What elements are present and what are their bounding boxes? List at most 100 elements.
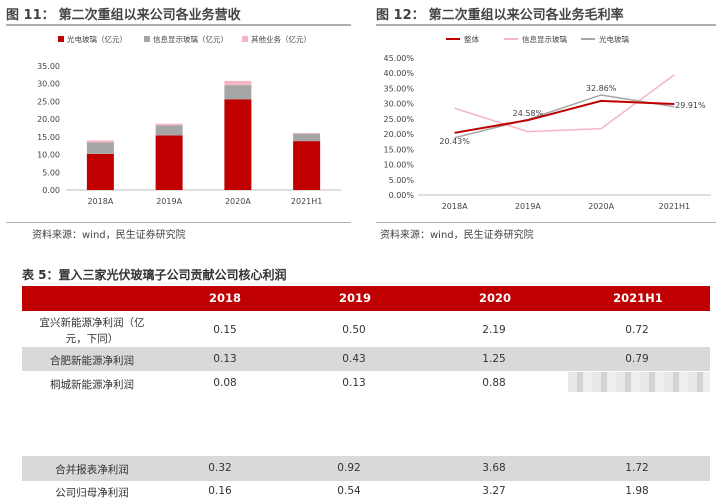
table-cell: 0.88 — [482, 377, 506, 389]
legend-label: 整体 — [464, 34, 479, 44]
figure-11-title: 图 11： 第二次重组以来公司各业务营收 — [6, 2, 351, 24]
revenue-bar-chart: 0.00 5.00 10.00 15.00 20.00 25.00 30.00 35.00 光电… — [37, 34, 341, 206]
table-row-shade — [22, 347, 710, 371]
table-cell: 0.08 — [213, 377, 237, 389]
figure-11-chart: 0.00 5.00 10.00 15.00 20.00 25.00 30.00 35.00 光电… — [6, 28, 351, 223]
table-5-title: 表 5：置入三家光伏玻璃子公司贡献公司核心利润 — [22, 268, 287, 282]
table-cell: 0.13 — [213, 353, 237, 365]
table-row-label-yixing: 宜兴新能源净利润（亿 元，下同） — [32, 315, 152, 347]
table-cell: 0.92 — [337, 462, 361, 474]
y-tick-label: 20.00% — [383, 130, 414, 139]
y-tick-label: 35.00% — [383, 84, 414, 93]
figure-11-rule — [6, 24, 351, 26]
y-tick-label: 25.00% — [383, 115, 414, 124]
y-tick-label: 40.00% — [383, 69, 414, 78]
y-tick-label: 30.00% — [383, 100, 414, 109]
legend-label: 信息显示玻璃（亿元） — [153, 34, 228, 44]
table-row-label-parent: 公司归母净利润 — [55, 487, 129, 499]
table-row-label-consolidated: 合并报表净利润 — [55, 464, 129, 476]
y-tick-label: 0.00 — [42, 186, 60, 195]
table-row-shade — [22, 456, 710, 481]
figure-11-number: 图 11： — [6, 7, 55, 23]
figure-12-title-text: 第二次重组以来公司各业务毛利率 — [428, 7, 624, 23]
y-tick-label: 20.00 — [37, 115, 60, 124]
legend-swatch — [144, 36, 150, 42]
table-header-2021h1: 2021H1 — [613, 291, 663, 305]
table-cell: 1.25 — [482, 353, 506, 365]
figure-11-source: 资料来源：wind，民生证券研究院 — [32, 230, 186, 241]
table-cell: 1.72 — [625, 462, 649, 474]
bar-segment — [86, 153, 114, 190]
table-cell: 0.13 — [342, 377, 366, 389]
figure-12-source: 资料来源：wind，民生证券研究院 — [380, 230, 534, 241]
table-cell: 0.54 — [337, 485, 361, 497]
label-yixing: 宜兴新能源净利润（亿 元，下同） — [39, 317, 145, 345]
figure-12-rule — [376, 24, 716, 26]
legend-label: 光电玻璃 — [599, 34, 629, 44]
x-tick-label: 2021H1 — [291, 197, 322, 206]
data-label: 24.58% — [513, 109, 544, 118]
figure-12-bottom-rule — [376, 222, 716, 223]
y-tick-label: 30.00 — [37, 80, 60, 89]
x-tick-label: 2018A — [442, 202, 468, 211]
x-tick-label: 2019A — [156, 197, 182, 206]
series-line-0 — [454, 99, 675, 134]
bar-segment — [224, 99, 252, 190]
bar-segment — [224, 85, 252, 100]
legend-label: 光电玻璃（亿元） — [67, 34, 127, 44]
bar-segment — [86, 140, 114, 143]
table-row-label-tongcheng: 桐城新能源净利润 — [50, 379, 134, 391]
margin-line-chart: 0.00% 5.00% 10.00% 15.00% 20.00% 25.00% 30.00%… — [383, 34, 711, 211]
figure-11-title-text: 第二次重组以来公司各业务营收 — [58, 7, 241, 23]
table-header-2019: 2019 — [338, 291, 372, 305]
bar-segment — [155, 125, 183, 136]
bar-segment — [155, 123, 183, 126]
bar-segment — [293, 133, 321, 142]
table-cell: 3.27 — [482, 485, 506, 497]
y-tick-label: 45.00% — [383, 54, 414, 63]
table-cell: 1.98 — [625, 485, 649, 497]
legend-label: 信息显示玻璃 — [522, 34, 567, 44]
series-line-2 — [454, 94, 675, 139]
figure-12-title: 图 12： 第二次重组以来公司各业务毛利率 — [376, 2, 716, 24]
table-header-2018: 2018 — [208, 291, 242, 305]
figure-12-chart: 0.00% 5.00% 10.00% 15.00% 20.00% 25.00% 30.00%… — [376, 28, 716, 223]
data-label: 32.86% — [586, 84, 617, 93]
bar-segment — [293, 141, 321, 190]
table-header-2020: 2020 — [478, 291, 512, 305]
data-label: 29.91% — [675, 101, 706, 110]
y-tick-label: 25.00 — [37, 97, 60, 106]
x-tick-label: 2018A — [87, 197, 113, 206]
bar-segment — [155, 135, 183, 190]
table-cell: 0.79 — [625, 353, 649, 365]
table-cell: 2.19 — [482, 324, 506, 336]
y-tick-label: 0.00% — [389, 191, 415, 200]
figure-11-bottom-rule — [6, 222, 351, 223]
table-cell: 0.16 — [208, 485, 232, 497]
y-tick-label: 15.00% — [383, 145, 414, 154]
table-cell: 0.43 — [342, 353, 366, 365]
y-tick-label: 15.00 — [37, 133, 60, 142]
legend-swatch — [242, 36, 248, 42]
bar-segment — [293, 132, 321, 134]
y-tick-label: 35.00 — [37, 62, 60, 71]
legend-swatch — [58, 36, 64, 42]
bar-segment — [86, 142, 114, 154]
x-tick-label: 2021H1 — [659, 202, 690, 211]
x-tick-label: 2020A — [225, 197, 251, 206]
data-label: 20.43% — [439, 137, 470, 146]
blurred-cell — [568, 372, 710, 392]
table-row-label-hefei: 合肥新能源净利润 — [50, 355, 134, 367]
y-tick-label: 5.00% — [389, 176, 415, 185]
bar-segment — [224, 80, 252, 86]
table-cell: 0.15 — [213, 324, 237, 336]
table-cell: 0.32 — [208, 462, 232, 474]
table-cell: 0.50 — [342, 324, 366, 336]
y-tick-label: 10.00 — [37, 151, 60, 160]
y-tick-label: 5.00 — [42, 168, 60, 177]
x-tick-label: 2020A — [588, 202, 614, 211]
table-cell: 3.68 — [482, 462, 506, 474]
legend-label: 其他业务（亿元） — [251, 34, 311, 44]
table-cell: 0.72 — [625, 324, 649, 336]
y-tick-label: 10.00% — [383, 161, 414, 170]
